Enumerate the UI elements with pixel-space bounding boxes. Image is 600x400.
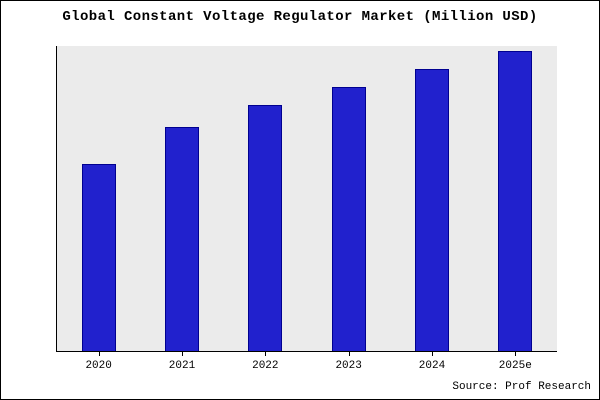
bar-slot xyxy=(307,46,390,351)
plot-area xyxy=(56,46,557,352)
bar-slot xyxy=(224,46,307,351)
chart-title: Global Constant Voltage Regulator Market… xyxy=(62,9,538,25)
bar-2025e xyxy=(498,50,533,351)
x-tick-label-2023: 2023 xyxy=(307,352,390,372)
bar-slot xyxy=(140,46,223,351)
bar-2021 xyxy=(164,126,199,351)
bar-slot xyxy=(474,46,557,351)
bar-series xyxy=(57,46,557,351)
bar-2022 xyxy=(248,104,283,351)
x-tick-label-2020: 2020 xyxy=(57,352,140,372)
bar-slot xyxy=(57,46,140,351)
bar-slot xyxy=(390,46,473,351)
x-tick-label-2022: 2022 xyxy=(224,352,307,372)
bar-2024 xyxy=(414,68,449,351)
x-tick-label-2025e: 2025e xyxy=(474,352,557,372)
x-tick-label-2021: 2021 xyxy=(140,352,223,372)
source-credit: Source: Prof Research xyxy=(452,381,591,393)
x-tick-label-2024: 2024 xyxy=(390,352,473,372)
bar-2023 xyxy=(331,87,366,351)
bar-2020 xyxy=(81,163,116,351)
x-axis-tick-labels: 2020 2021 2022 2023 2024 2025e xyxy=(57,352,557,372)
